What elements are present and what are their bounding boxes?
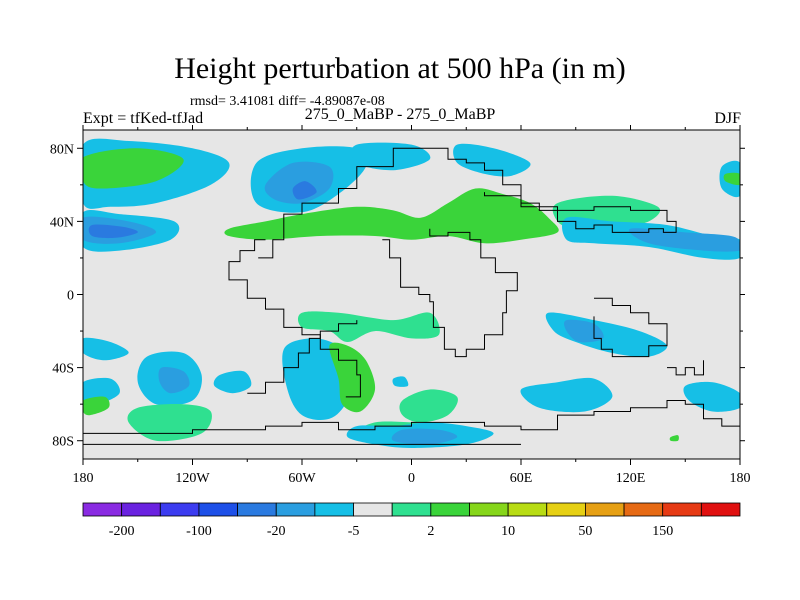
colorbar-swatch bbox=[198, 502, 238, 517]
x-tick-label: 120E bbox=[616, 471, 646, 486]
contour-region-green bbox=[83, 396, 110, 416]
chart-title: Height perturbation at 500 hPa (in m) bbox=[174, 52, 626, 85]
coastlines bbox=[83, 147, 740, 445]
contour-region-blue bbox=[391, 428, 458, 445]
colorbar-swatch bbox=[546, 502, 586, 517]
contour-region-blue bbox=[158, 366, 190, 394]
coastline-segment bbox=[667, 360, 704, 376]
coastline-segment bbox=[382, 228, 518, 358]
colorbar-label: -20 bbox=[267, 524, 286, 539]
colorbar-swatch bbox=[82, 502, 123, 517]
y-tick-label: 80S bbox=[52, 435, 74, 450]
contour-region-sea-green bbox=[127, 404, 212, 442]
y-tick-label: 40N bbox=[50, 215, 74, 230]
contour-region-green bbox=[83, 148, 184, 189]
y-axis: 80N 40N 0 40S 80S bbox=[50, 142, 745, 450]
colorbar-swatch bbox=[623, 502, 664, 517]
contour-region-light-blue bbox=[453, 143, 531, 177]
contour-region-green bbox=[224, 188, 559, 244]
y-tick-label: 0 bbox=[67, 289, 74, 304]
colorbar-swatch bbox=[430, 502, 470, 517]
coastline-segment bbox=[228, 239, 361, 398]
y-tick-label: 80N bbox=[50, 142, 74, 157]
colorbar-swatch bbox=[585, 502, 625, 517]
contour-region-light-blue bbox=[213, 370, 252, 394]
colorbar-label: 10 bbox=[501, 524, 515, 539]
x-tick-label: 60E bbox=[510, 471, 533, 486]
x-axis: 180 120W 60W 0 60E 120E 180 bbox=[73, 125, 751, 486]
season-label: DJF bbox=[714, 110, 741, 127]
x-tick-label: 60W bbox=[288, 471, 316, 486]
colorbar-swatch bbox=[159, 502, 200, 517]
x-tick-label: 120W bbox=[175, 471, 210, 486]
colorbar-swatch bbox=[275, 502, 316, 517]
contour-region-sea-green bbox=[297, 311, 440, 342]
contour-region-mid-blue bbox=[292, 181, 317, 200]
colorbar-label: -5 bbox=[348, 524, 360, 539]
coastline-segment bbox=[247, 320, 358, 394]
colorbar-swatch bbox=[700, 502, 741, 517]
colorbar-label: 150 bbox=[652, 524, 673, 539]
colorbar-swatch bbox=[469, 502, 509, 517]
contour-region-blue bbox=[264, 161, 334, 204]
x-tick-label: 180 bbox=[730, 471, 751, 486]
contour-region-green bbox=[723, 172, 740, 186]
colorbar: -200 -100 -20 -5 2 10 50 150 bbox=[82, 502, 741, 539]
colorbar-swatch bbox=[353, 502, 393, 517]
contour-region-light-blue bbox=[83, 337, 129, 361]
stats-line: rmsd= 3.41081 diff= -4.89087e-08 bbox=[190, 94, 385, 109]
left-label: Expt = tfKed-tfJad bbox=[83, 110, 204, 127]
contour-region-light-blue bbox=[520, 377, 613, 413]
colorbar-label: 50 bbox=[578, 524, 592, 539]
contour-region-blue bbox=[629, 228, 740, 252]
colorbar-label: -100 bbox=[186, 524, 212, 539]
colorbar-swatch bbox=[314, 502, 354, 517]
contour-region-light-blue bbox=[351, 142, 431, 171]
colorbar-swatch bbox=[662, 502, 702, 517]
coastline-segment bbox=[83, 400, 740, 434]
colorbar-swatch bbox=[121, 502, 161, 517]
colorbar-swatch bbox=[237, 502, 277, 517]
colorbar-swatch bbox=[507, 502, 548, 517]
coastline-segment bbox=[258, 147, 677, 259]
center-label: 275_0_MaBP - 275_0_MaBP bbox=[304, 106, 496, 123]
colorbar-swatch bbox=[391, 502, 432, 517]
contour-region-light-blue bbox=[392, 376, 409, 387]
colorbar-label: 2 bbox=[427, 524, 434, 539]
x-tick-label: 180 bbox=[73, 471, 94, 486]
coastline-segment bbox=[593, 297, 668, 358]
contour-region-green bbox=[669, 435, 679, 442]
contour-region-mid-blue bbox=[88, 224, 138, 239]
x-tick-label: 0 bbox=[408, 471, 415, 486]
colorbar-label: -200 bbox=[109, 524, 135, 539]
contour-region-sea-green bbox=[399, 389, 458, 423]
y-tick-label: 40S bbox=[52, 362, 74, 377]
